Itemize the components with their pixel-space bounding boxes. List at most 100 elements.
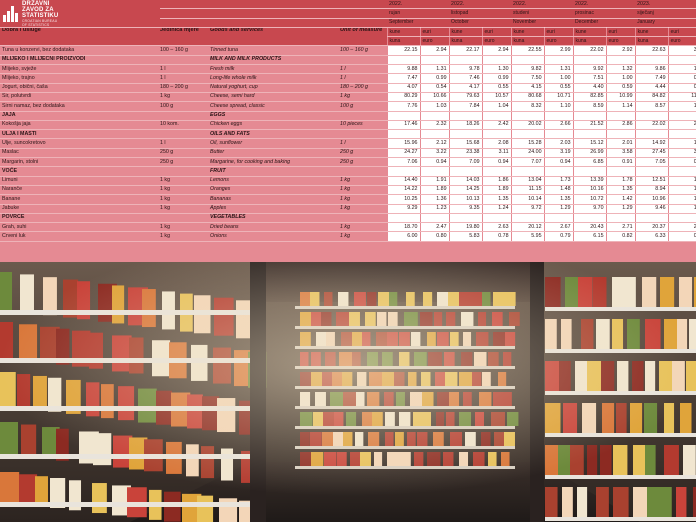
price-cell: 4.17 bbox=[448, 83, 483, 93]
price-cell: 22.63 bbox=[634, 45, 669, 56]
currency-label: euri bbox=[481, 27, 512, 38]
price-cell: 0.84 bbox=[667, 231, 696, 242]
price-cell bbox=[667, 111, 696, 121]
price-cell: 2.86 bbox=[605, 120, 636, 131]
price-cell: 82.85 bbox=[572, 92, 607, 103]
table-row: Maslac 250 g Butter 250 g 24.27 3.22 23.38 3.11… bbox=[0, 148, 696, 159]
unit-hr: 10 kom. bbox=[158, 120, 208, 131]
unit-en: 1 l bbox=[338, 138, 387, 149]
price-cell: 80.68 bbox=[510, 92, 545, 103]
header-row-month-hr: rujan listopad studeni prosinac siječanj bbox=[0, 8, 696, 19]
supermarket-aisle-photo bbox=[0, 262, 696, 522]
price-cell: 1.30 bbox=[481, 64, 512, 75]
price-cell bbox=[543, 111, 574, 121]
price-cell bbox=[667, 55, 696, 66]
price-cell: 22.15 bbox=[386, 45, 420, 56]
table-row: Jabuke 1 kg Apples 1 kg 9.29 1.23 9.35 1.24 9.72… bbox=[0, 204, 696, 214]
header-month-en: January bbox=[635, 18, 696, 28]
goods-name-hr: POVRĆE bbox=[0, 213, 158, 224]
price-cell: 0.99 bbox=[667, 73, 696, 84]
price-cell bbox=[448, 55, 483, 66]
currency-label: euri bbox=[667, 27, 696, 38]
currency-label: kune bbox=[510, 27, 545, 38]
goods-name-hr: MLIJEKO I MLIJEČNI PROIZVODI bbox=[0, 55, 158, 66]
price-cell bbox=[386, 55, 420, 66]
header-month-hr: listopad bbox=[449, 8, 512, 19]
price-cell bbox=[481, 111, 512, 121]
price-cell bbox=[510, 213, 545, 224]
price-cell: 4.40 bbox=[572, 83, 607, 93]
price-cell: 0.59 bbox=[605, 83, 636, 93]
price-cell: 1.04 bbox=[481, 101, 512, 112]
unit-hr: 1 kg bbox=[158, 231, 208, 242]
price-cell: 9.72 bbox=[510, 204, 545, 214]
goods-name-en: VEGETABLES bbox=[208, 213, 338, 224]
category-row: MLIJEKO I MLIJEČNI PROIZVODI MILK AND MIL… bbox=[0, 55, 696, 66]
goods-name-hr: ULJA I MASTI bbox=[0, 129, 158, 140]
table-row: Naranče 1 kg Oranges 1 kg 14.22 1.89 14.25 1.89… bbox=[0, 185, 696, 196]
price-cell: 1.14 bbox=[667, 101, 696, 112]
unit-hr: 1 kg bbox=[158, 204, 208, 214]
price-cell: 14.25 bbox=[448, 185, 483, 196]
price-cell: 13.39 bbox=[572, 176, 607, 186]
price-cell: 2.32 bbox=[419, 120, 450, 131]
currency-label: euro bbox=[605, 36, 636, 47]
price-cell: 20.12 bbox=[510, 222, 545, 233]
price-cell bbox=[634, 213, 669, 224]
table-row: Ulje, suncokretovo 1 l Oil, sunflower 1 l 15… bbox=[0, 138, 696, 149]
price-cell: 84.82 bbox=[634, 92, 669, 103]
price-cell: 0.82 bbox=[605, 231, 636, 242]
price-cell: 7.46 bbox=[448, 73, 483, 84]
price-cell: 8.32 bbox=[510, 101, 545, 112]
unit-hr: 1 kg bbox=[158, 176, 208, 186]
unit-en bbox=[338, 55, 387, 66]
price-cell: 4.44 bbox=[634, 83, 669, 93]
category-row: VOĆE FRUIT bbox=[0, 166, 696, 177]
price-cell bbox=[481, 129, 512, 140]
price-cell bbox=[386, 166, 420, 177]
price-cell: 15.28 bbox=[510, 138, 545, 149]
unit-hr: 250 g bbox=[158, 148, 208, 159]
currency-label: euro bbox=[481, 36, 512, 47]
price-cell bbox=[572, 55, 607, 66]
price-cell bbox=[543, 129, 574, 140]
price-cell: 24.00 bbox=[510, 148, 545, 159]
unit-hr: 1 l bbox=[158, 138, 208, 149]
goods-name-en: Dried beans bbox=[208, 222, 338, 233]
price-cell: 9.29 bbox=[386, 204, 420, 214]
unit-hr: 1 kg bbox=[158, 222, 208, 233]
price-table-sheet: 2022. 2022. 2022. 2022. 2023. rujan listopad st… bbox=[0, 0, 696, 262]
column-goods-en: Goods and services bbox=[208, 27, 338, 47]
price-cell: 3.64 bbox=[667, 148, 696, 159]
price-cell: 1.31 bbox=[667, 64, 696, 75]
price-cell: 0.59 bbox=[667, 83, 696, 93]
price-cell: 4.15 bbox=[510, 83, 545, 93]
header-month-en: November bbox=[511, 18, 574, 28]
unit-hr: 1 l bbox=[158, 64, 208, 75]
header-month-hr: siječanj bbox=[635, 8, 696, 19]
goods-name-hr: Naranče bbox=[0, 185, 158, 196]
price-cell: 10.99 bbox=[605, 92, 636, 103]
price-cell bbox=[605, 111, 636, 121]
table-row: Mlijeko, trajno 1 l Long-life whole milk 1 … bbox=[0, 73, 696, 84]
unit-en: 1 kg bbox=[338, 194, 387, 205]
goods-name-hr: VOĆE bbox=[0, 166, 158, 177]
goods-name-hr: Jogurt, obični, čaša bbox=[0, 83, 158, 93]
price-cell: 26.99 bbox=[572, 148, 607, 159]
price-cell: 14.40 bbox=[386, 176, 420, 186]
price-cell: 0.79 bbox=[543, 231, 574, 242]
unit-en bbox=[338, 129, 387, 140]
unit-hr: 1 l bbox=[158, 73, 208, 84]
header-blank bbox=[0, 0, 387, 10]
price-cell: 3.11 bbox=[481, 148, 512, 159]
unit-en: 100 g bbox=[338, 101, 387, 112]
unit-hr bbox=[158, 213, 208, 224]
price-cell bbox=[386, 111, 420, 121]
header-month-hr: studeni bbox=[511, 8, 574, 19]
currency-label: euri bbox=[419, 27, 450, 38]
price-cell: 15.96 bbox=[386, 138, 420, 149]
header-year: 2022. bbox=[387, 0, 450, 10]
price-cell: 24.27 bbox=[386, 148, 420, 159]
price-cell: 7.05 bbox=[634, 157, 669, 168]
unit-hr: 1 kg bbox=[158, 92, 208, 103]
